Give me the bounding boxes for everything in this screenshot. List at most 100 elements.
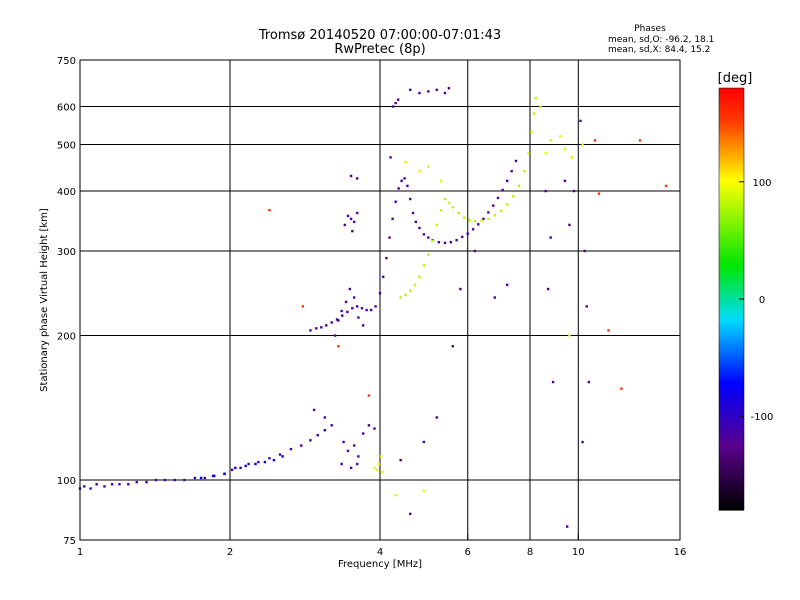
data-point: [559, 135, 562, 138]
data-point: [230, 468, 234, 472]
colorbar-segment: [719, 488, 744, 493]
colorbar-segment: [719, 317, 744, 321]
colorbar-segment: [719, 202, 744, 207]
data-point: [418, 226, 421, 230]
phases-header: Phases: [634, 24, 666, 34]
data-point: [355, 177, 359, 180]
colorbar-segment: [719, 124, 744, 128]
colorbar-segment: [719, 440, 744, 445]
colorbar-segment: [719, 323, 744, 327]
colorbar-segment: [719, 329, 744, 333]
colorbar-segment: [719, 401, 744, 406]
colorbar-segment: [719, 383, 744, 388]
colorbar-segment: [719, 464, 744, 469]
colorbar-segment: [719, 295, 744, 300]
data-point: [455, 238, 458, 242]
data-point: [517, 184, 521, 188]
data-point: [437, 240, 441, 244]
data-point: [568, 334, 571, 337]
data-point: [457, 211, 460, 215]
colorbar-segment: [719, 311, 744, 315]
y-tick-label: 600: [57, 103, 76, 114]
data-point: [572, 189, 576, 193]
data-point: [378, 292, 382, 295]
colorbar-segment: [719, 283, 744, 288]
data-point: [638, 139, 642, 142]
colorbar-segment: [719, 241, 744, 246]
data-point: [399, 458, 402, 462]
data-point: [523, 169, 526, 173]
data-point: [263, 460, 267, 464]
x-tick-label: 6: [465, 547, 471, 558]
colorbar-segment: [719, 404, 744, 409]
data-point: [315, 327, 318, 330]
data-point: [357, 455, 360, 458]
y-tick-label: 400: [57, 187, 76, 198]
colorbar-segment: [719, 485, 744, 490]
colorbar-segment: [719, 265, 744, 270]
colorbar-segment: [719, 121, 744, 125]
colorbar-segment: [719, 344, 744, 348]
data-point: [268, 208, 271, 212]
data-point: [422, 264, 426, 267]
colorbar-segment: [719, 130, 744, 134]
colorbar-segment: [719, 181, 744, 186]
colorbar-segment: [719, 154, 744, 158]
data-point: [357, 316, 360, 319]
phase-stats-o: mean, sd,O: -96.2, 18.1: [608, 35, 714, 45]
data-point: [89, 487, 92, 490]
colorbar-segment: [719, 169, 744, 173]
colorbar-segment: [719, 184, 744, 189]
data-point: [471, 228, 475, 231]
data-point: [532, 112, 536, 115]
data-point: [480, 219, 483, 222]
y-tick-label: 100: [57, 476, 76, 487]
colorbar-segment: [719, 482, 744, 487]
data-point: [439, 208, 443, 212]
colorbar-segment: [719, 461, 744, 466]
data-point: [493, 296, 497, 299]
data-point: [435, 223, 438, 227]
data-point: [396, 98, 400, 101]
colorbar-label: [deg]: [718, 71, 753, 86]
colorbar-segment: [719, 449, 744, 454]
data-point: [244, 464, 247, 468]
data-point: [435, 88, 438, 92]
data-point: [546, 287, 550, 291]
colorbar-segment: [719, 353, 744, 357]
colorbar-segment: [719, 413, 744, 418]
data-point: [411, 211, 415, 215]
x-tick-label: 16: [674, 547, 687, 558]
data-point: [342, 440, 345, 444]
data-point: [397, 187, 400, 190]
data-point: [346, 449, 350, 453]
data-point: [587, 380, 591, 384]
data-point: [340, 309, 343, 313]
colorbar-segment: [719, 118, 744, 122]
data-point: [394, 200, 397, 203]
colorbar-segment: [719, 280, 744, 285]
data-point: [414, 220, 418, 224]
data-point: [330, 321, 333, 324]
data-point: [325, 324, 328, 327]
colorbar-segment: [719, 151, 744, 155]
data-point: [337, 345, 340, 348]
data-point: [333, 334, 337, 337]
x-tick-label: 2: [227, 547, 233, 558]
data-point: [348, 287, 352, 291]
data-point: [530, 131, 533, 134]
colorbar-segment: [719, 428, 744, 433]
data-point: [477, 223, 480, 226]
colorbar-segment: [719, 100, 744, 104]
y-tick-label: 500: [57, 141, 76, 152]
data-point: [376, 468, 379, 472]
colorbar-segment: [719, 109, 744, 113]
data-point: [462, 216, 466, 219]
colorbar-segment: [719, 106, 744, 110]
data-point: [404, 293, 407, 297]
colorbar-segment: [719, 253, 744, 258]
y-tick-label: 75: [63, 536, 76, 547]
colorbar-segment: [719, 160, 744, 164]
colorbar-segment: [719, 157, 744, 161]
colorbar-segment: [719, 277, 744, 282]
